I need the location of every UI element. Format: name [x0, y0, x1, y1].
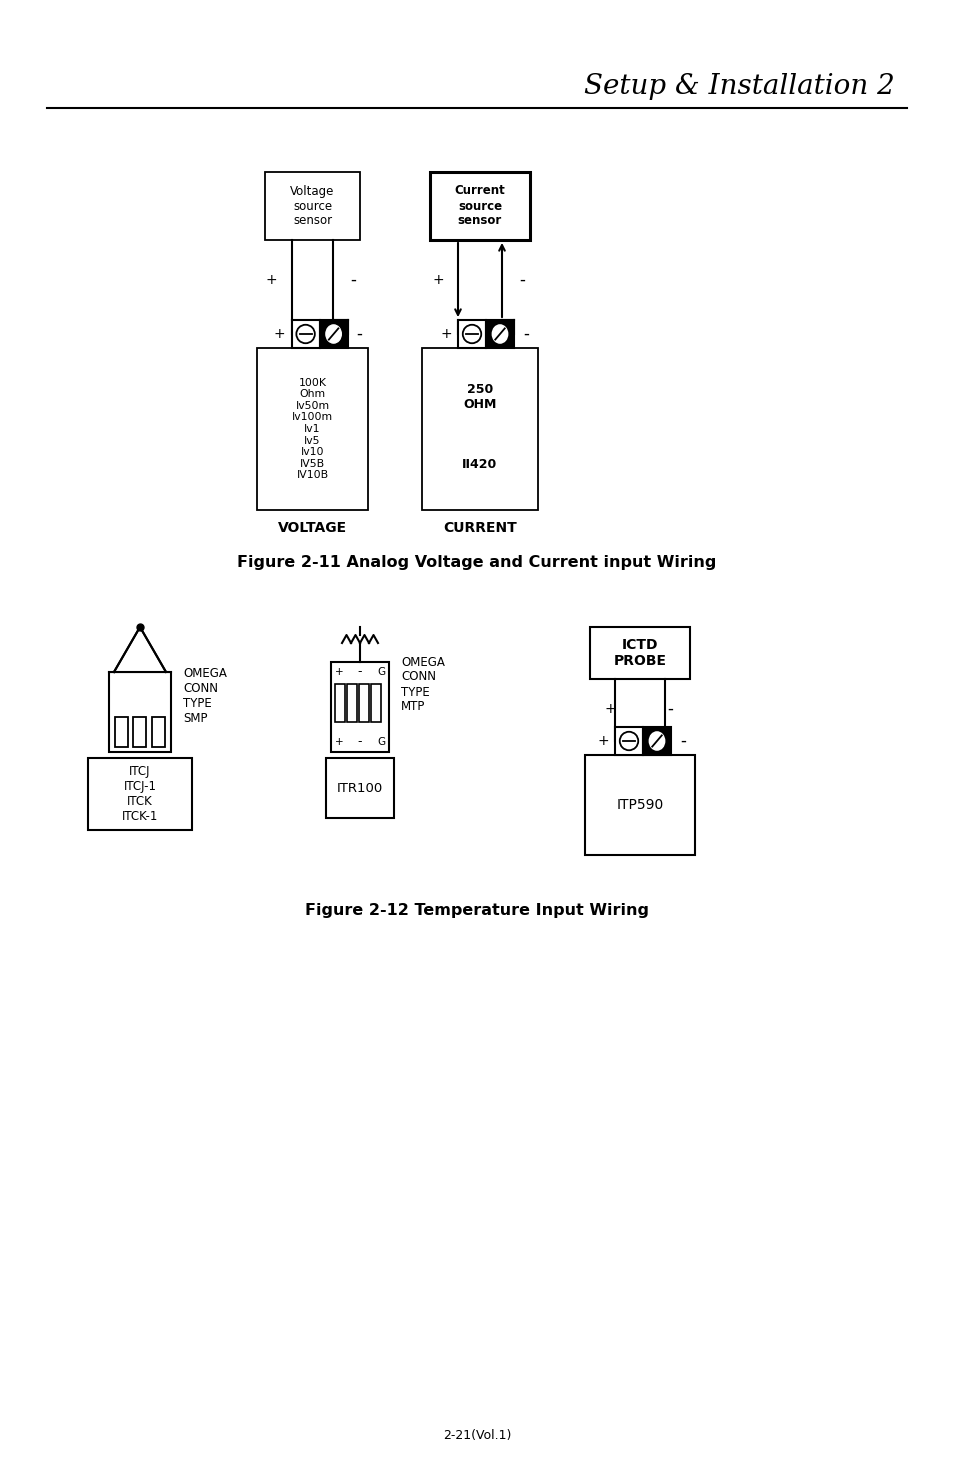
- Bar: [265, 173, 359, 240]
- Text: Figure 2-11 Analog Voltage and Current input Wiring: Figure 2-11 Analog Voltage and Current i…: [237, 555, 716, 569]
- Text: CURRENT: CURRENT: [442, 521, 517, 535]
- Bar: [430, 173, 530, 240]
- Text: -: -: [518, 271, 524, 289]
- Circle shape: [462, 324, 480, 344]
- Bar: [421, 348, 537, 510]
- Bar: [589, 627, 689, 678]
- Ellipse shape: [649, 732, 664, 751]
- Circle shape: [296, 324, 314, 344]
- Bar: [335, 684, 345, 721]
- Text: Voltage
source
sensor: Voltage source sensor: [290, 184, 335, 227]
- Bar: [292, 320, 319, 348]
- Polygon shape: [113, 627, 166, 673]
- Text: -: -: [679, 732, 685, 749]
- Text: ITP590: ITP590: [616, 798, 663, 813]
- Text: -: -: [350, 271, 356, 289]
- Text: -: -: [357, 736, 362, 748]
- Bar: [115, 717, 128, 746]
- Text: OMEGA
CONN
TYPE
MTP: OMEGA CONN TYPE MTP: [400, 655, 444, 714]
- Text: Current
source
sensor: Current source sensor: [455, 184, 505, 227]
- Polygon shape: [109, 627, 171, 673]
- Text: VOLTAGE: VOLTAGE: [277, 521, 347, 535]
- Text: +: +: [266, 273, 277, 288]
- Ellipse shape: [326, 324, 341, 344]
- Bar: [371, 684, 380, 721]
- Bar: [615, 727, 642, 755]
- Text: Setup & Installation 2: Setup & Installation 2: [583, 72, 894, 100]
- Bar: [358, 684, 369, 721]
- Text: G: G: [376, 738, 385, 746]
- Text: Figure 2-12 Temperature Input Wiring: Figure 2-12 Temperature Input Wiring: [305, 903, 648, 917]
- Bar: [331, 662, 389, 752]
- Bar: [326, 758, 394, 819]
- Text: -: -: [357, 665, 362, 678]
- Ellipse shape: [492, 324, 507, 344]
- Text: +: +: [335, 667, 343, 677]
- Text: +: +: [274, 327, 285, 341]
- Bar: [642, 727, 670, 755]
- Bar: [256, 348, 368, 510]
- Text: +: +: [335, 738, 343, 746]
- Bar: [485, 320, 514, 348]
- Text: 100K
Ohm
Iv50m
Iv100m
Iv1
Iv5
Iv10
IV5B
IV10B: 100K Ohm Iv50m Iv100m Iv1 Iv5 Iv10 IV5B …: [292, 378, 333, 481]
- Text: -: -: [666, 701, 672, 718]
- Text: +: +: [439, 327, 452, 341]
- Text: II420: II420: [462, 459, 497, 471]
- Text: ITR100: ITR100: [336, 782, 383, 795]
- Text: 2-21(Vol.1): 2-21(Vol.1): [442, 1428, 511, 1441]
- Text: -: -: [522, 324, 528, 344]
- Bar: [133, 717, 147, 746]
- Text: ITCJ
ITCJ-1
ITCK
ITCK-1: ITCJ ITCJ-1 ITCK ITCK-1: [122, 766, 158, 823]
- Text: OMEGA
CONN
TYPE
SMP: OMEGA CONN TYPE SMP: [183, 667, 227, 726]
- Text: ICTD
PROBE: ICTD PROBE: [613, 637, 666, 668]
- Text: -: -: [356, 324, 362, 344]
- Bar: [88, 758, 192, 830]
- Text: +: +: [597, 735, 608, 748]
- Bar: [152, 717, 165, 746]
- Bar: [347, 684, 356, 721]
- Text: 250
OHM: 250 OHM: [463, 382, 497, 410]
- Text: +: +: [432, 273, 443, 288]
- Bar: [109, 673, 171, 752]
- Text: G: G: [376, 667, 385, 677]
- Circle shape: [619, 732, 638, 751]
- Bar: [584, 755, 695, 856]
- Bar: [457, 320, 485, 348]
- Bar: [319, 320, 347, 348]
- Text: +: +: [603, 702, 616, 715]
